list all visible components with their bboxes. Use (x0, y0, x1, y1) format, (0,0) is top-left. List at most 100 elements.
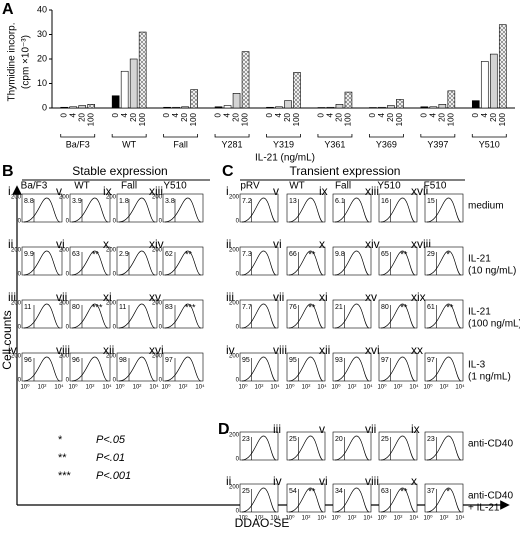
bar (129, 58, 138, 109)
panel-numeral: i (226, 422, 229, 436)
dose-label: 0 (59, 112, 68, 117)
histogram-curve (426, 303, 462, 329)
dose-label: 100 (292, 112, 301, 126)
histogram-frame (116, 299, 158, 329)
percent-label: 13 (289, 198, 297, 205)
panel-numeral: xv (149, 290, 161, 304)
y-axis-label: Cell counts (0, 310, 14, 369)
group-bracket (471, 134, 507, 138)
histogram-frame (116, 193, 158, 223)
x-tick-label: Ba/F3 (66, 139, 90, 149)
row-label: IL-3 (468, 360, 486, 371)
dose-label: 4 (223, 112, 232, 117)
percent-label: 61 (427, 304, 435, 311)
hist-x-tick: 10⁰ (377, 384, 387, 391)
dose-label: 100 (241, 112, 250, 126)
column-header: F510 (424, 181, 447, 192)
histogram-curve (288, 250, 324, 276)
percent-label: 95 (289, 357, 297, 364)
x-tick-label: Y319 (273, 139, 294, 149)
percent-label: 97 (165, 357, 173, 364)
group-bracket (420, 134, 456, 138)
hist-y-tick: 200 (11, 301, 22, 307)
bar (489, 53, 498, 109)
panel-numeral: x (103, 237, 109, 251)
significance-stars: ** (308, 249, 316, 259)
histogram-frame (286, 299, 326, 329)
panel-numeral: vii (56, 290, 67, 304)
histogram-curve (241, 250, 277, 276)
panel-numeral: ii (8, 237, 13, 251)
histogram-curve (164, 197, 202, 223)
panel-numeral: xvii (411, 184, 428, 198)
hist-y-tick: 0 (159, 378, 163, 384)
percent-label: 25 (242, 488, 250, 495)
histogram-curve (288, 356, 324, 382)
percent-label: 20 (335, 436, 343, 443)
panel-label: D (218, 421, 230, 438)
significance-stars: ** (308, 486, 316, 496)
hist-x-tick: 10⁰ (238, 515, 248, 522)
hist-x-tick: 10⁴ (102, 384, 112, 391)
hist-y-tick: 200 (229, 195, 240, 201)
panel-numeral: vi (273, 237, 282, 251)
dose-label: 100 (344, 112, 353, 126)
panel-numeral: iii (8, 290, 16, 304)
histogram-frame (378, 246, 418, 276)
percent-label: 54 (289, 488, 297, 495)
panel-numeral: xi (103, 290, 112, 304)
histogram-curve (288, 303, 324, 329)
bar (181, 106, 189, 109)
significance-stars: ** (92, 249, 100, 259)
hist-x-tick: 10² (133, 385, 142, 391)
row-label: IL-21 (468, 307, 491, 318)
column-header: Y510 (163, 181, 187, 192)
dose-label: 20 (335, 112, 344, 121)
histogram-frame (378, 193, 418, 223)
column-header: Y510 (377, 181, 401, 192)
y-tick-label: 40 (37, 4, 47, 14)
significance-stars: ** (446, 302, 454, 312)
histogram-curve (241, 487, 277, 513)
bar (163, 106, 171, 109)
percent-label: 97 (427, 357, 435, 364)
hist-x-tick: 10⁰ (20, 384, 30, 391)
hist-y-tick: 200 (106, 248, 117, 254)
histogram-frame (286, 352, 326, 382)
histogram-curve (380, 435, 416, 461)
panel-numeral: xiii (149, 184, 163, 198)
histogram-frame (424, 193, 464, 223)
hist-x-tick: 10⁴ (409, 515, 419, 522)
histogram-curve (334, 487, 370, 513)
hist-y-tick: 200 (59, 354, 70, 360)
hist-x-tick: 10⁴ (149, 384, 159, 391)
hist-y-tick: 0 (159, 272, 163, 278)
hist-x-tick: 10² (255, 516, 264, 522)
hist-x-tick: 10² (348, 385, 357, 391)
histogram-frame (21, 246, 63, 276)
histogram-curve (23, 197, 61, 223)
dose-label: 4 (171, 112, 180, 117)
significance-stars: *** (185, 302, 196, 312)
significance-stars: ** (308, 302, 316, 312)
row-label: + IL-21 (468, 503, 500, 514)
hist-y-tick: 0 (159, 325, 163, 331)
histogram-curve (23, 250, 61, 276)
key-stars: *** (58, 470, 72, 482)
percent-label: 11 (119, 304, 126, 311)
percent-label: 21 (335, 304, 343, 311)
histogram-curve (164, 356, 202, 382)
panel-numeral: xi (319, 290, 328, 304)
histogram-frame (332, 299, 372, 329)
hist-y-tick: 200 (152, 248, 163, 254)
hist-x-tick: 10⁴ (455, 384, 465, 391)
bar (420, 106, 429, 109)
percent-label: 6.1 (335, 198, 345, 205)
percent-label: 63 (381, 488, 389, 495)
percent-label: 62 (165, 251, 173, 258)
dose-label: 0 (111, 112, 120, 117)
panel-numeral: xiii (365, 184, 379, 198)
histogram-curve (23, 356, 61, 382)
group-bracket (266, 134, 301, 138)
